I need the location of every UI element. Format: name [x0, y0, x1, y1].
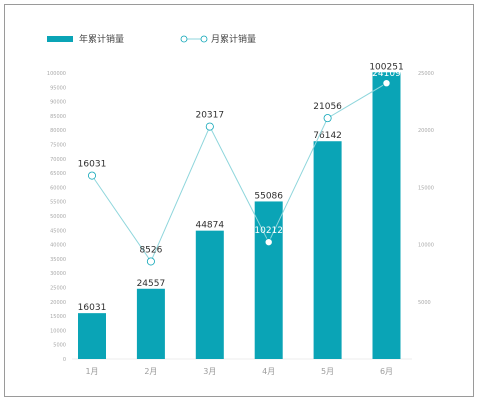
y-right-tick-label: 20000 — [418, 128, 434, 134]
line-data-label: 21056 — [313, 102, 342, 112]
line-point — [146, 257, 155, 266]
y-left-tick-label: 15000 — [50, 314, 66, 320]
bar-data-label: 100251 — [369, 62, 403, 72]
x-axis-category-label: 1月 — [85, 367, 98, 376]
y-left-tick-label: 90000 — [50, 100, 66, 106]
bar — [254, 201, 283, 359]
line-data-label: 8526 — [139, 245, 162, 255]
line-point — [88, 171, 97, 180]
y-left-tick-label: 45000 — [50, 228, 66, 234]
line-data-label: 16031 — [78, 160, 107, 170]
y-left-tick-label: 65000 — [50, 171, 66, 177]
bar — [372, 72, 401, 360]
y-right-tick-label: 15000 — [418, 185, 434, 191]
bar — [195, 230, 224, 359]
series-line — [91, 82, 387, 263]
legend-line-label: 月累计销量 — [211, 33, 256, 45]
line-data-label: 20317 — [195, 111, 224, 121]
x-axis-category-label: 2月 — [144, 367, 157, 376]
y-left-tick-label: 50000 — [50, 214, 66, 220]
y-left-tick-label: 80000 — [50, 128, 66, 134]
line-point — [205, 122, 214, 131]
y-left-tick-label: 95000 — [50, 85, 66, 91]
y-left-tick-label: 20000 — [50, 300, 66, 306]
bar-data-label: 55086 — [254, 191, 283, 201]
y-left-tick-label: 5000 — [53, 343, 66, 349]
line-point — [382, 79, 391, 88]
y-left-tick-label: 85000 — [50, 114, 66, 120]
x-axis-category-label: 4月 — [262, 367, 275, 376]
x-axis-categories: 1月 2月 3月 4月 5月 6月 — [85, 367, 393, 376]
x-axis-category-label: 6月 — [380, 367, 393, 376]
y-left-tick-label: 35000 — [50, 257, 66, 263]
legend-bar-swatch — [47, 36, 73, 42]
bar-data-label: 44874 — [195, 221, 224, 231]
bar-data-label: 16031 — [78, 303, 107, 313]
bar — [136, 288, 165, 359]
bar-data-label: 24557 — [137, 279, 166, 289]
bar — [313, 141, 342, 359]
y-left-tick-label: 25000 — [50, 286, 66, 292]
x-axis-category-label: 3月 — [203, 367, 216, 376]
bar-series: 16031 24557 44874 55086 76142 100251 — [78, 62, 404, 360]
line-point — [323, 114, 332, 123]
legend-bar-label: 年累计销量 — [79, 33, 124, 45]
bar-data-label: 76142 — [313, 131, 342, 141]
x-axis-category-label: 5月 — [321, 367, 334, 376]
y-right-tick-label: 10000 — [418, 243, 434, 249]
line-data-label: 10212 — [254, 226, 283, 236]
y-left-tick-label: 55000 — [50, 200, 66, 206]
y-right-tick-label: 25000 — [418, 71, 434, 77]
line-data-label: 24109 — [372, 69, 401, 79]
y-axis-left: 0 5000 10000 15000 20000 25000 30000 35000 40000… — [47, 71, 66, 363]
y-left-tick-label: 30000 — [50, 271, 66, 277]
y-left-tick-label: 75000 — [50, 143, 66, 149]
bar — [78, 313, 106, 359]
y-left-tick-label: 10000 — [50, 328, 66, 334]
legend-line-marker-right — [200, 35, 208, 43]
y-axis-right: 5000 10000 15000 20000 25000 — [418, 71, 434, 306]
line-series: 16031 8526 20317 10212 21056 24109 — [78, 69, 401, 266]
legend-line-marker-left — [180, 35, 188, 43]
y-left-tick-label: 40000 — [50, 243, 66, 249]
line-point — [264, 238, 273, 247]
y-left-tick-label: 100000 — [47, 71, 66, 77]
y-left-tick-label: 70000 — [50, 157, 66, 163]
y-right-tick-label: 5000 — [418, 300, 431, 306]
y-left-tick-label: 0 — [63, 357, 66, 363]
legend: 年累计销量 月累计销量 — [47, 33, 256, 45]
y-left-tick-label: 60000 — [50, 185, 66, 191]
